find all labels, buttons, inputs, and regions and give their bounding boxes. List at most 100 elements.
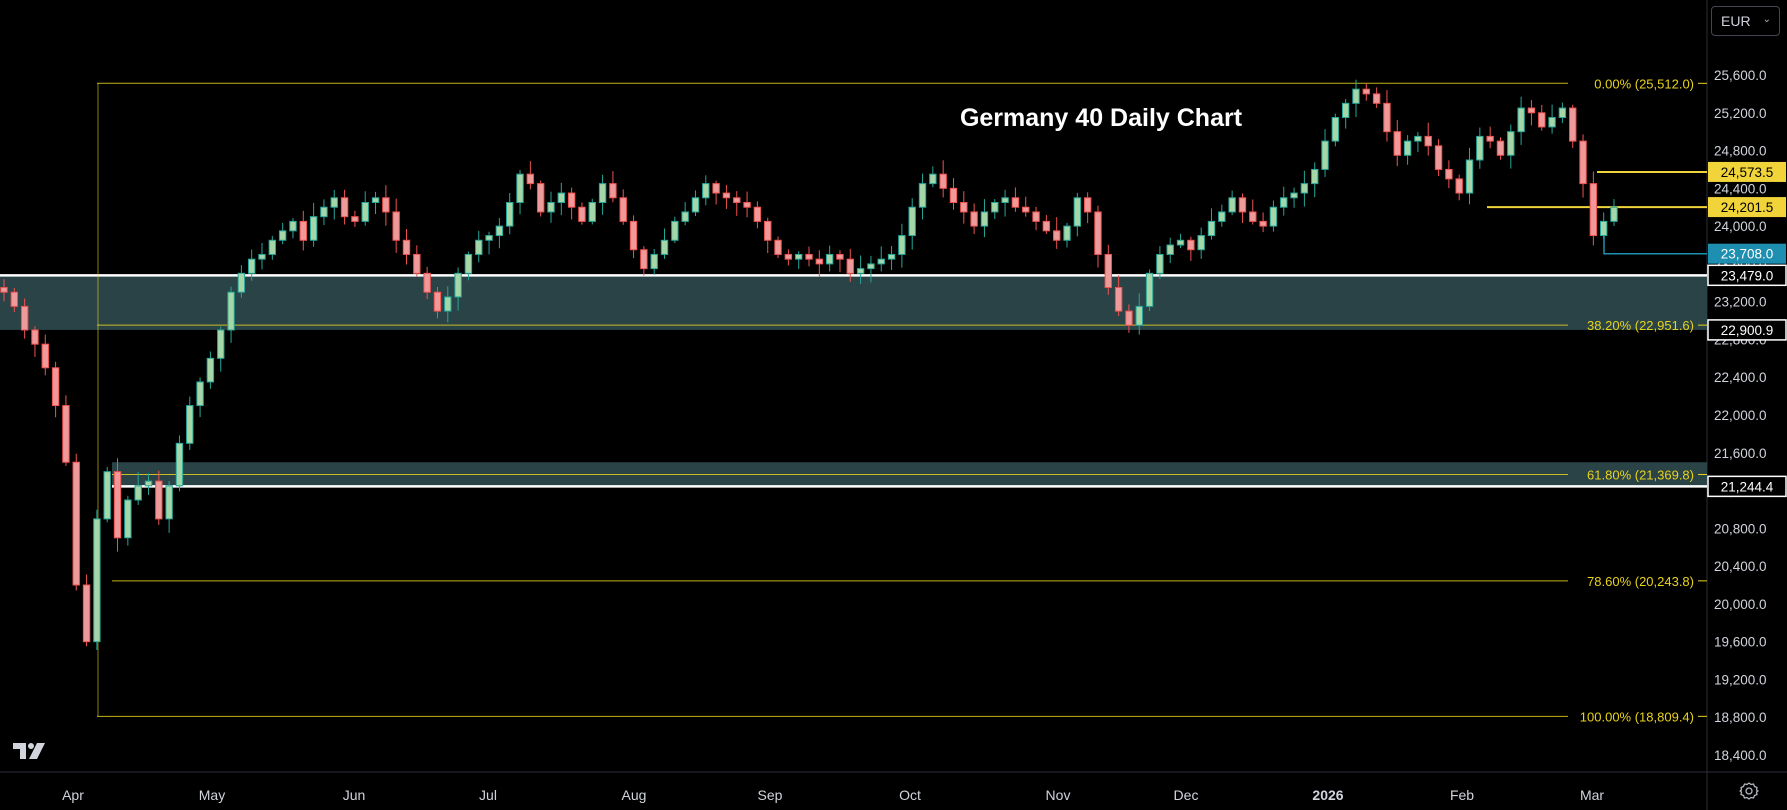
candle-body [1311,168,1319,185]
gear-icon[interactable] [1736,778,1762,804]
candle-body [464,253,473,274]
candle-body [578,206,586,222]
candle-body [247,258,256,274]
price-tick-label: 23,200.0 [1714,295,1767,310]
candle-body [206,357,215,383]
price-marker-label: 24,201.5 [1721,200,1774,215]
candle-body [1042,220,1051,232]
price-marker [1708,197,1786,218]
candle [1383,90,1391,142]
candle [712,180,720,205]
time-tick-label: Feb [1450,787,1474,803]
candle [526,161,535,190]
candle [1011,187,1020,212]
candle [1331,113,1340,147]
candle [20,298,29,339]
candle-body [134,485,142,501]
candle-body [784,253,793,260]
candle-body [309,216,318,241]
candle-body [31,329,39,345]
candle [1414,132,1422,152]
candle [1156,246,1164,280]
candle-body [361,202,369,222]
time-tick-label: Aug [622,787,647,803]
candle [206,351,215,389]
candle [82,574,91,647]
candle-body [825,253,834,265]
candle-body [1321,140,1329,170]
candle [588,198,596,225]
price-tick-label: 21,600.0 [1714,446,1767,461]
currency-selector[interactable]: EUR ⌄ [1711,6,1780,36]
candle [536,180,545,217]
candle [1372,87,1381,108]
candle-body [1455,178,1463,194]
candle [392,198,400,253]
candle-body [1476,135,1484,161]
time-tick-label: Oct [899,787,921,803]
candle [1197,227,1205,259]
candle-body [1022,206,1030,213]
candle-body [1589,183,1598,237]
price-tick-label: 22,400.0 [1714,370,1767,385]
candle-body [702,183,710,199]
candle-body [970,211,978,227]
candle-body [413,253,421,274]
candle-body [1507,131,1515,156]
candle-body [165,485,173,520]
candle-body [640,249,648,270]
candle [794,251,803,269]
candle-body [93,518,101,643]
candle [877,246,885,272]
candle [258,243,266,270]
time-tick-label: Sep [758,787,783,803]
candle [1114,275,1123,316]
candle [609,171,617,203]
candle-body [536,183,545,213]
candle [1352,79,1360,118]
candle-body [330,197,338,208]
candle [433,286,442,319]
candle [475,230,483,263]
candle-body [929,173,937,185]
candle [444,286,452,323]
candle [1228,190,1236,216]
candle [598,174,607,215]
candle [485,231,493,255]
candle-body [217,329,225,359]
candle [939,160,947,198]
candle [784,249,793,266]
candle [1300,170,1309,207]
candle-body [1001,197,1009,203]
price-tick-label: 18,400.0 [1714,748,1767,763]
candle-body [1094,211,1102,255]
candle-body [743,202,751,208]
candle-body [774,239,782,255]
time-tick-label: Jul [479,787,497,803]
candle [1094,205,1102,268]
candle-body [898,235,906,255]
price-tick-label: 19,200.0 [1714,672,1767,687]
candle-body [1166,244,1174,255]
candle [557,182,566,216]
candle-body [1073,197,1082,227]
candle-body [1414,135,1422,142]
candle [722,185,731,209]
tradingview-logo[interactable] [12,740,52,762]
candle-body [836,253,844,260]
candle [51,361,60,418]
candle [815,250,824,277]
candle-body [1249,211,1257,222]
candle-body [960,202,968,213]
candle [31,326,39,357]
candle [1187,236,1195,261]
candle [753,201,762,229]
candle [330,189,338,220]
candle [949,178,958,210]
candle-body [506,202,514,227]
candle-body [1228,197,1236,213]
candle [908,198,916,250]
candle-body [516,173,524,204]
time-tick-label: Jun [343,787,366,803]
